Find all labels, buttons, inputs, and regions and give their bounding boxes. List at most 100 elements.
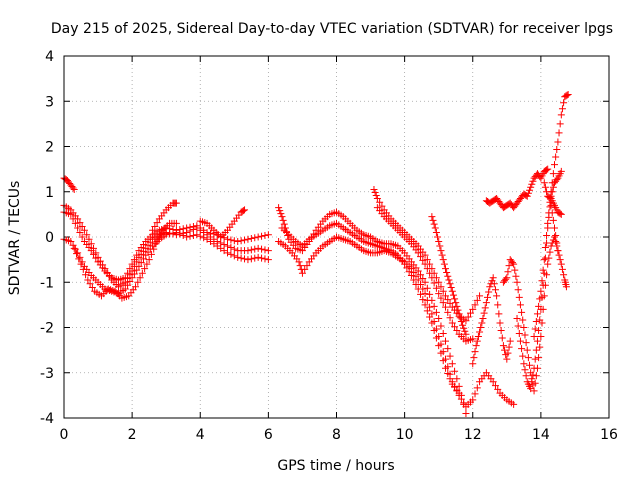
data-point xyxy=(90,244,98,252)
data-point xyxy=(295,258,303,266)
x-axis-label: GPS time / hours xyxy=(277,458,394,474)
data-point xyxy=(275,204,283,212)
data-point xyxy=(449,291,457,299)
data-point xyxy=(141,265,149,273)
data-point xyxy=(244,235,252,243)
data-point xyxy=(237,237,245,245)
data-point xyxy=(442,292,449,300)
data-point xyxy=(528,180,536,188)
data-point xyxy=(432,308,440,316)
data-point xyxy=(428,213,436,221)
data-point xyxy=(78,222,86,230)
data-point xyxy=(234,238,242,246)
data-point xyxy=(254,253,262,261)
data-point xyxy=(423,307,431,315)
data-point xyxy=(494,301,502,309)
data-point xyxy=(499,342,507,350)
data-point xyxy=(419,256,427,264)
data-point xyxy=(241,236,249,244)
data-point xyxy=(548,179,556,187)
data-point xyxy=(528,378,536,386)
data-point xyxy=(453,327,461,335)
data-point xyxy=(557,111,565,119)
data-point xyxy=(521,331,529,339)
data-point xyxy=(151,222,159,230)
data-point xyxy=(513,314,521,322)
data-point xyxy=(264,256,272,264)
data-point xyxy=(153,219,161,227)
data-point xyxy=(435,290,443,298)
data-point xyxy=(531,325,539,333)
data-point xyxy=(548,209,556,217)
data-point xyxy=(489,274,497,282)
data-point xyxy=(439,299,447,307)
data-point xyxy=(444,370,452,378)
data-point xyxy=(169,229,177,237)
data-point xyxy=(560,99,568,107)
data-point xyxy=(541,183,549,191)
data-point xyxy=(491,382,499,390)
x-tick-label: 14 xyxy=(532,427,550,443)
data-point xyxy=(473,384,481,392)
data-point xyxy=(378,202,386,210)
data-point xyxy=(544,165,552,173)
data-point xyxy=(372,192,380,200)
data-point xyxy=(258,232,266,240)
data-point xyxy=(554,138,562,146)
x-tick-label: 6 xyxy=(264,427,273,443)
data-point xyxy=(196,232,204,240)
data-point xyxy=(94,253,102,261)
data-point xyxy=(469,360,477,368)
data-point xyxy=(437,294,445,302)
data-point xyxy=(476,328,484,336)
data-point xyxy=(74,224,82,232)
data-point xyxy=(516,301,524,309)
data-point xyxy=(516,337,524,345)
data-point xyxy=(421,260,429,268)
data-point xyxy=(444,308,452,316)
data-point xyxy=(523,192,531,200)
data-point xyxy=(435,238,443,246)
data-point xyxy=(176,230,184,238)
data-point xyxy=(462,317,470,325)
data-point xyxy=(247,255,255,263)
data-point xyxy=(69,184,77,192)
data-point xyxy=(278,213,286,221)
data-point xyxy=(521,366,529,374)
data-point xyxy=(446,314,454,322)
data-point xyxy=(103,268,111,276)
data-point xyxy=(460,324,468,332)
data-point xyxy=(264,231,272,239)
data-point xyxy=(227,236,235,244)
data-point xyxy=(480,309,488,317)
data-point xyxy=(71,245,79,253)
data-point xyxy=(543,231,551,239)
data-point xyxy=(530,333,538,341)
data-point xyxy=(451,323,459,331)
data-point xyxy=(72,250,80,258)
data-point xyxy=(557,260,565,268)
data-point xyxy=(135,262,143,270)
data-point xyxy=(515,330,523,338)
data-point xyxy=(186,232,194,240)
data-point xyxy=(470,354,478,362)
data-point xyxy=(261,255,269,263)
chart-title: Day 215 of 2025, Sidereal Day-to-day VTE… xyxy=(51,21,613,37)
data-point xyxy=(453,375,461,383)
data-point xyxy=(76,219,84,227)
data-point xyxy=(518,308,526,316)
data-point xyxy=(536,316,544,324)
data-point xyxy=(277,210,285,218)
data-point xyxy=(230,245,238,253)
data-point xyxy=(417,253,425,261)
data-point xyxy=(518,345,526,353)
data-point xyxy=(67,238,75,246)
data-point xyxy=(549,216,557,224)
data-point xyxy=(469,305,477,313)
data-point xyxy=(183,233,191,241)
data-point xyxy=(172,228,180,236)
y-tick-label: -4 xyxy=(40,411,54,427)
y-axis-label: SDTVAR / TECUs xyxy=(7,181,23,296)
data-point xyxy=(443,268,451,276)
